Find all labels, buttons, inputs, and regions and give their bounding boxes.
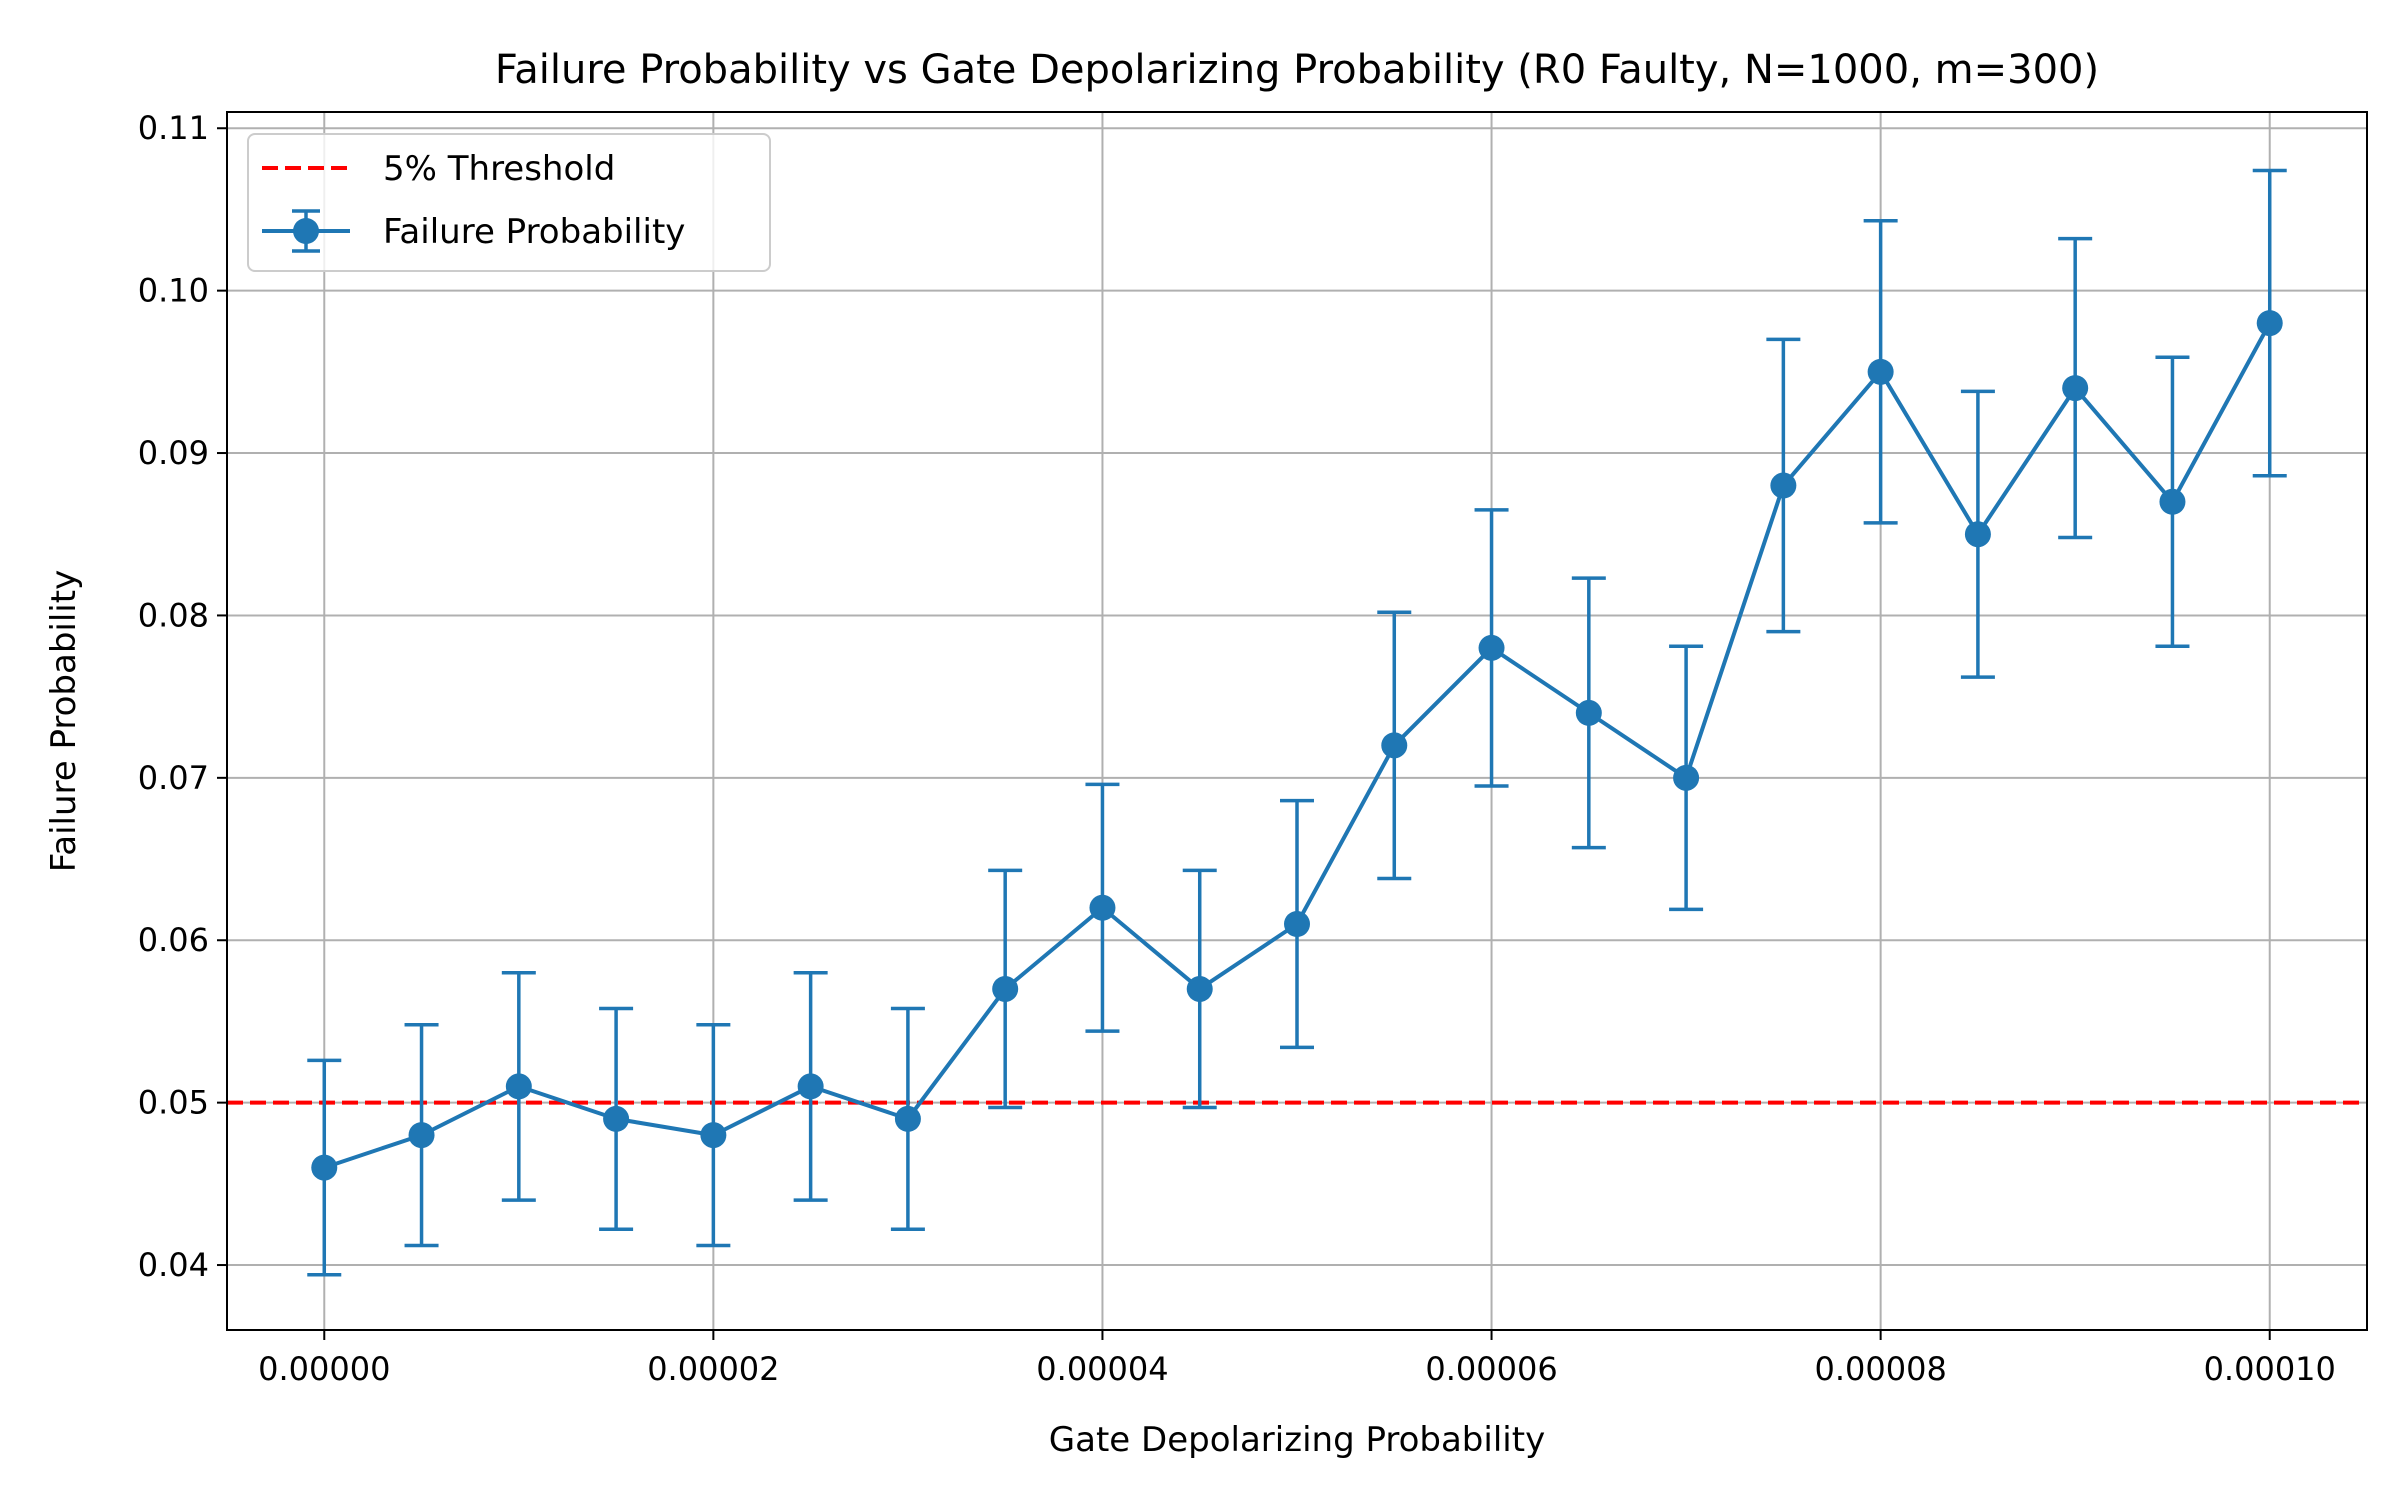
x-tick-label: 0.00004: [1036, 1350, 1168, 1388]
y-tick-label: 0.10: [138, 272, 209, 310]
y-axis-ticks: 0.04 0.05 0.06 0.07 0.08 0.09 0.10 0.11: [138, 109, 227, 1284]
data-point: [311, 1154, 338, 1181]
data-point: [1867, 358, 1894, 385]
data-point: [894, 1105, 921, 1132]
legend-threshold-label: 5% Threshold: [383, 149, 615, 189]
data-point: [1089, 894, 1116, 921]
y-tick-label: 0.07: [138, 759, 209, 797]
y-tick-label: 0.09: [138, 434, 209, 472]
data-point: [1478, 634, 1505, 661]
x-tick-label: 0.00000: [258, 1350, 390, 1388]
data-point: [1284, 911, 1310, 937]
data-point: [2256, 310, 2283, 337]
data-point: [603, 1105, 630, 1132]
data-point: [1964, 521, 1991, 548]
legend-series-swatch-marker: [293, 218, 319, 244]
y-tick-label: 0.05: [138, 1084, 209, 1122]
data-point: [408, 1122, 435, 1149]
data-point: [2159, 488, 2186, 515]
y-tick-label: 0.11: [138, 109, 209, 147]
x-tick-label: 0.00006: [1425, 1350, 1557, 1388]
x-tick-label: 0.00002: [647, 1350, 779, 1388]
x-axis-label: Gate Depolarizing Probability: [1049, 1420, 1545, 1460]
x-tick-label: 0.00010: [2204, 1350, 2336, 1388]
data-point: [700, 1122, 727, 1149]
series-layer: [307, 168, 2287, 1277]
y-tick-label: 0.04: [138, 1246, 209, 1284]
legend: 5% Threshold Failure Probability: [247, 133, 771, 272]
data-point: [505, 1073, 532, 1100]
data-point: [1770, 472, 1797, 499]
plot-frame: [226, 111, 2368, 1331]
y-tick-label: 0.06: [138, 921, 209, 959]
data-point: [797, 1073, 824, 1100]
legend-series-label: Failure Probability: [383, 212, 685, 252]
y-axis-label: Failure Probability: [44, 570, 84, 872]
data-point: [992, 975, 1019, 1002]
y-tick-label: 0.08: [138, 596, 209, 634]
data-point: [1673, 764, 1700, 791]
data-point: [1575, 699, 1602, 726]
data-point: [2062, 375, 2089, 402]
legend-box: [247, 133, 771, 272]
data-point: [1381, 732, 1408, 759]
x-axis-ticks: 0.00000 0.00002 0.00004 0.00006 0.00008 0.000…: [258, 1330, 2336, 1388]
chart-title: Failure Probability vs Gate Depolarizing…: [495, 47, 2099, 93]
x-tick-label: 0.00008: [1814, 1350, 1946, 1388]
data-point: [1186, 975, 1213, 1002]
